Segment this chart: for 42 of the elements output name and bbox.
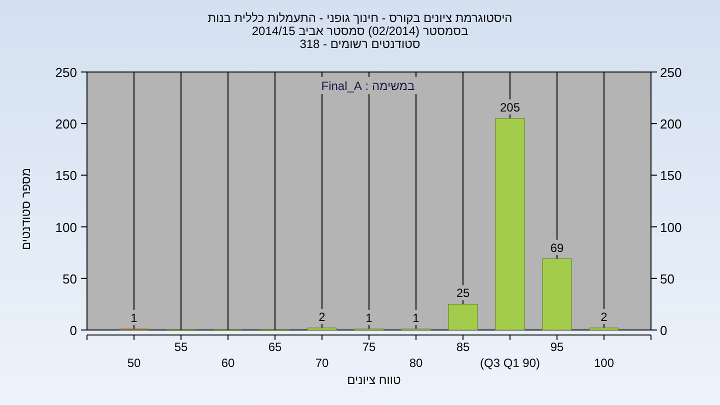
- bar: [542, 258, 572, 330]
- data-label: 205: [500, 100, 520, 114]
- x-tick-label: 75: [362, 340, 376, 354]
- annotation: במשימה : Final_A: [321, 79, 415, 93]
- y2-tick-label: 100: [660, 220, 682, 235]
- y-axis-title: מספר סטודנטים: [19, 168, 33, 250]
- bar: [307, 328, 337, 330]
- data-label: 1: [366, 310, 373, 325]
- y-tick-label: 50: [62, 271, 77, 286]
- chart-title: היסטוגרמת ציונים בקורס - חינוך גופני - התעמלות כללית בנות: [208, 11, 512, 25]
- y2-tick-label: 0: [660, 323, 668, 338]
- x-tick-label: 95: [550, 340, 564, 354]
- x-axis-title: טווח ציונים: [347, 373, 402, 387]
- data-label: 1: [412, 310, 420, 325]
- bar: [448, 304, 478, 330]
- data-label: 1: [130, 310, 138, 325]
- text: סטודנטים רשומים - 318: [300, 37, 420, 51]
- data-label: 25: [456, 286, 470, 300]
- x-tick-label: (Q3 Q1 90): [480, 356, 540, 370]
- x-tick-label: 65: [268, 340, 282, 354]
- x-tick-label: 80: [409, 356, 423, 370]
- data-label: 2: [318, 310, 326, 324]
- y2-tick-label: 50: [660, 271, 674, 286]
- chart-subtitle: בסמסטר (02/2014) סמסטר אביב 2014/15: [252, 24, 468, 38]
- y-tick-label: 200: [55, 116, 77, 132]
- bar: [495, 118, 525, 330]
- x-tick-label: 70: [315, 356, 329, 370]
- y2-tick-label: 250: [660, 65, 682, 80]
- data-label: 69: [550, 240, 564, 255]
- y2-tick-label: 150: [660, 168, 682, 184]
- y2-tick-label: 200: [660, 116, 682, 132]
- x-tick-label: 50: [127, 356, 141, 370]
- x-tick-label: 55: [174, 340, 188, 354]
- y-tick-label: 100: [55, 220, 77, 235]
- data-label: 2: [600, 310, 608, 324]
- x-tick-label: 100: [594, 356, 614, 370]
- y-tick-label: 250: [55, 65, 77, 80]
- x-tick-label: 85: [456, 340, 470, 354]
- bar: [589, 328, 619, 330]
- x-tick-label: 60: [221, 356, 235, 370]
- y-tick-label: 0: [70, 323, 77, 338]
- y-tick-label: 150: [55, 168, 77, 184]
